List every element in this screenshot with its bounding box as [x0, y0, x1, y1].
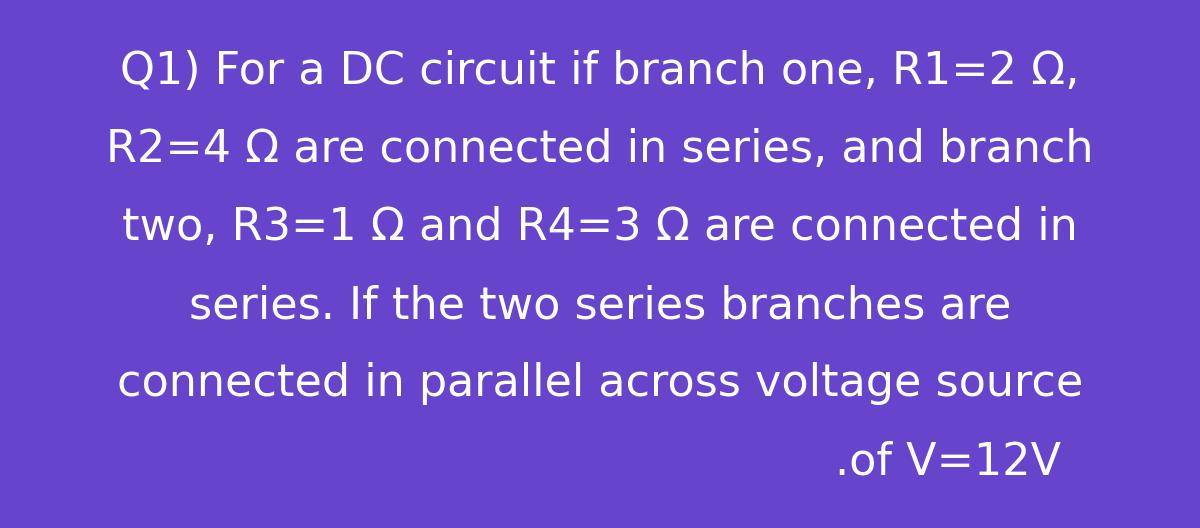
- Text: two, R3=1 Ω and R4=3 Ω are connected in: two, R3=1 Ω and R4=3 Ω are connected in: [122, 206, 1078, 249]
- Text: connected in parallel across voltage source: connected in parallel across voltage sou…: [116, 362, 1084, 406]
- Text: R2=4 Ω are connected in series, and branch: R2=4 Ω are connected in series, and bran…: [107, 128, 1093, 171]
- Text: .of V=12V: .of V=12V: [835, 440, 1061, 484]
- Text: Q1) For a DC circuit if branch one, R1=2 Ω,: Q1) For a DC circuit if branch one, R1=2…: [120, 50, 1080, 93]
- Text: series. If the two series branches are: series. If the two series branches are: [188, 284, 1012, 327]
